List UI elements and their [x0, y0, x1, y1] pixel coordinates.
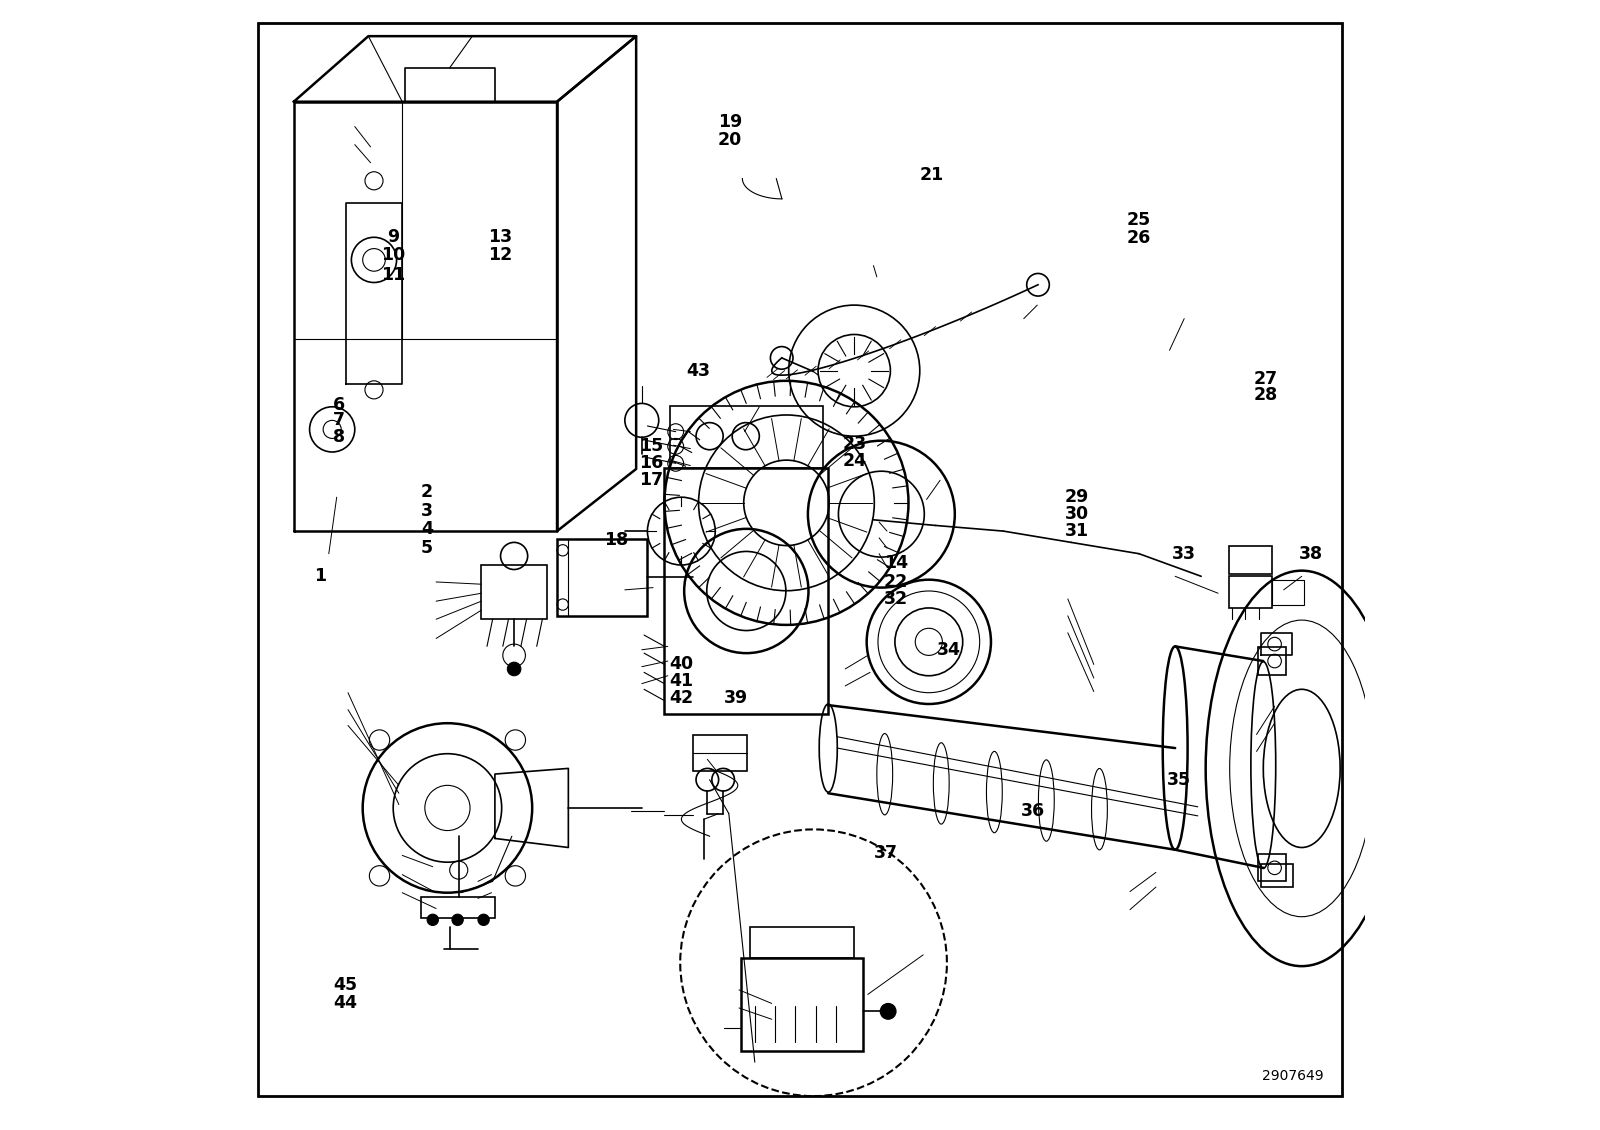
Text: 27: 27	[1253, 370, 1278, 388]
Text: 17: 17	[638, 471, 662, 489]
Text: 41: 41	[669, 672, 693, 690]
Text: 4: 4	[421, 520, 434, 538]
Text: 22: 22	[883, 573, 909, 591]
Bar	[1272, 580, 1304, 605]
Bar	[670, 406, 822, 468]
Text: 21: 21	[920, 166, 944, 184]
Bar	[1229, 576, 1272, 608]
Bar	[693, 734, 747, 771]
Circle shape	[507, 662, 522, 676]
Text: 14: 14	[883, 554, 909, 572]
Text: 15: 15	[638, 437, 662, 455]
Text: 30: 30	[1064, 505, 1090, 523]
Text: 39: 39	[723, 689, 747, 707]
Text: 9: 9	[387, 228, 400, 246]
Text: 34: 34	[938, 641, 962, 659]
Text: 12: 12	[488, 246, 512, 264]
Bar	[741, 958, 864, 1051]
Text: 13: 13	[488, 228, 512, 246]
Circle shape	[451, 914, 464, 925]
Text: 8: 8	[333, 428, 346, 446]
Text: 11: 11	[381, 266, 405, 284]
Text: 5: 5	[421, 539, 434, 557]
Text: 19: 19	[718, 113, 742, 131]
Text: 37: 37	[874, 844, 898, 862]
Text: 26: 26	[1126, 229, 1150, 247]
Text: 20: 20	[718, 131, 742, 149]
Text: 18: 18	[603, 531, 627, 549]
Text: 24: 24	[842, 452, 866, 470]
Bar	[1261, 864, 1293, 887]
Circle shape	[478, 914, 490, 925]
Bar	[750, 927, 854, 958]
Text: 35: 35	[1166, 771, 1190, 789]
Text: 40: 40	[669, 655, 693, 673]
Text: 1: 1	[314, 567, 326, 585]
Text: 10: 10	[381, 246, 405, 264]
Text: 3: 3	[421, 502, 434, 520]
Text: 45: 45	[334, 976, 358, 994]
Text: 43: 43	[686, 362, 710, 380]
Text: 31: 31	[1064, 522, 1090, 540]
Text: 38: 38	[1299, 545, 1323, 563]
Text: 36: 36	[1021, 802, 1045, 820]
Text: 6: 6	[333, 396, 346, 414]
Bar	[421, 897, 494, 918]
Circle shape	[880, 1003, 896, 1019]
Text: 32: 32	[883, 590, 909, 608]
Text: 44: 44	[334, 994, 358, 1012]
Bar	[482, 565, 547, 619]
Text: 42: 42	[669, 689, 693, 707]
Bar	[664, 468, 829, 714]
Bar	[1258, 854, 1286, 881]
Bar	[1258, 647, 1286, 675]
Text: 33: 33	[1173, 545, 1197, 563]
Bar	[1229, 546, 1272, 574]
Text: 25: 25	[1126, 211, 1150, 229]
Text: 29: 29	[1064, 488, 1090, 506]
Text: 2: 2	[421, 483, 434, 501]
Text: 2907649: 2907649	[1261, 1069, 1323, 1083]
Text: 16: 16	[638, 454, 662, 472]
Bar	[557, 539, 648, 616]
Text: 7: 7	[333, 411, 346, 429]
Text: 28: 28	[1253, 386, 1278, 405]
Circle shape	[427, 914, 438, 925]
Text: 23: 23	[842, 435, 866, 453]
